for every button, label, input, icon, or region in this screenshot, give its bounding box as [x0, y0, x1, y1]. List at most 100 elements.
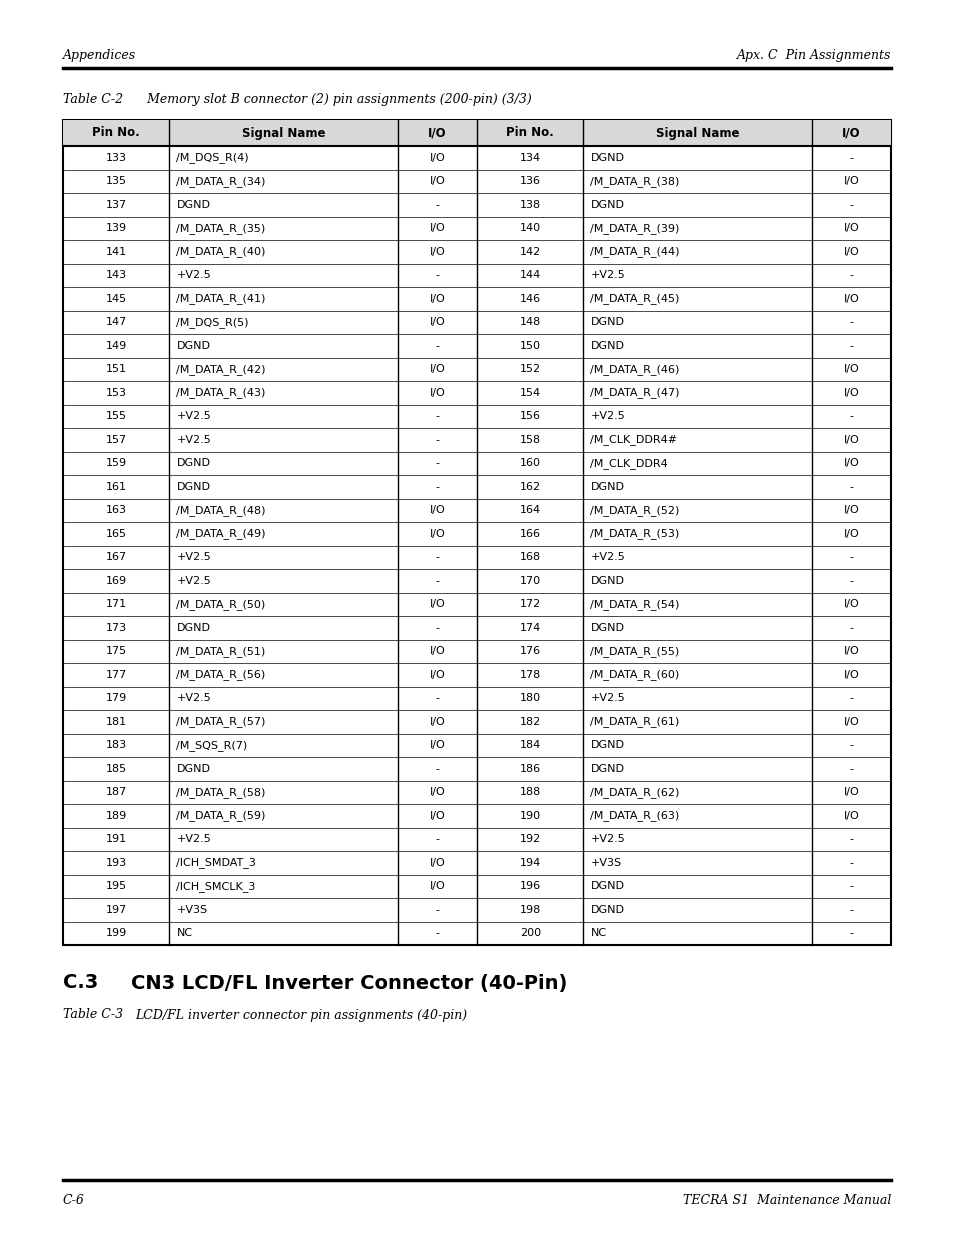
Text: /M_DATA_R_(45): /M_DATA_R_(45): [590, 293, 679, 304]
Text: I/O: I/O: [429, 646, 445, 656]
Text: 175: 175: [106, 646, 127, 656]
Text: 164: 164: [519, 505, 540, 515]
Text: +V2.5: +V2.5: [176, 411, 211, 421]
Text: 141: 141: [106, 247, 127, 257]
Text: I/O: I/O: [429, 858, 445, 868]
Text: 174: 174: [519, 622, 540, 632]
Text: -: -: [849, 905, 853, 915]
Text: C.3: C.3: [63, 973, 98, 993]
Text: /M_DATA_R_(60): /M_DATA_R_(60): [590, 669, 679, 680]
Text: -: -: [849, 622, 853, 632]
Text: I/O: I/O: [429, 716, 445, 726]
Text: 191: 191: [106, 835, 127, 845]
Text: 144: 144: [519, 270, 540, 280]
Text: DGND: DGND: [176, 763, 211, 774]
Text: I/O: I/O: [842, 810, 859, 821]
Text: +V2.5: +V2.5: [590, 270, 624, 280]
Text: /M_DATA_R_(59): /M_DATA_R_(59): [176, 810, 266, 821]
Text: 198: 198: [519, 905, 540, 915]
Text: I/O: I/O: [842, 505, 859, 515]
Text: 148: 148: [519, 317, 540, 327]
Text: I/O: I/O: [429, 669, 445, 679]
Text: NC: NC: [590, 929, 606, 939]
Text: 180: 180: [519, 693, 540, 703]
Text: /M_DATA_R_(39): /M_DATA_R_(39): [590, 222, 679, 233]
Text: I/O: I/O: [842, 646, 859, 656]
Text: -: -: [849, 153, 853, 163]
Text: -: -: [849, 882, 853, 892]
Text: -: -: [436, 341, 439, 351]
Text: DGND: DGND: [590, 905, 624, 915]
Text: 182: 182: [519, 716, 540, 726]
Text: -: -: [436, 576, 439, 585]
Text: -: -: [849, 858, 853, 868]
Text: Signal Name: Signal Name: [656, 126, 739, 140]
Text: I/O: I/O: [429, 505, 445, 515]
Text: 161: 161: [106, 482, 127, 492]
Text: -: -: [849, 929, 853, 939]
Text: I/O: I/O: [429, 740, 445, 750]
Text: 186: 186: [519, 763, 540, 774]
Text: I/O: I/O: [428, 126, 446, 140]
Text: 154: 154: [519, 388, 540, 398]
Text: 195: 195: [106, 882, 127, 892]
Text: 155: 155: [106, 411, 127, 421]
Text: 192: 192: [519, 835, 540, 845]
Text: -: -: [849, 552, 853, 562]
Text: 142: 142: [519, 247, 540, 257]
Text: 181: 181: [106, 716, 127, 726]
Text: 179: 179: [106, 693, 127, 703]
Text: 197: 197: [106, 905, 127, 915]
Text: 159: 159: [106, 458, 127, 468]
Text: -: -: [849, 411, 853, 421]
Text: /M_DQS_R(5): /M_DQS_R(5): [176, 317, 249, 327]
Text: 152: 152: [519, 364, 540, 374]
Text: 187: 187: [106, 787, 127, 798]
Text: DGND: DGND: [590, 763, 624, 774]
Text: DGND: DGND: [590, 740, 624, 750]
Text: -: -: [849, 317, 853, 327]
Text: /M_DATA_R_(49): /M_DATA_R_(49): [176, 529, 266, 540]
Bar: [63, 120, 890, 945]
Text: +V2.5: +V2.5: [176, 435, 211, 445]
Text: DGND: DGND: [590, 576, 624, 585]
Text: I/O: I/O: [429, 882, 445, 892]
Text: -: -: [436, 622, 439, 632]
Text: /M_DATA_R_(63): /M_DATA_R_(63): [590, 810, 679, 821]
Text: Table C-2      Memory slot B connector (2) pin assignments (200-pin) (3/3): Table C-2 Memory slot B connector (2) pi…: [63, 94, 531, 106]
Text: -: -: [436, 270, 439, 280]
Text: I/O: I/O: [842, 529, 859, 538]
Text: -: -: [436, 905, 439, 915]
Text: I/O: I/O: [429, 388, 445, 398]
Text: +V2.5: +V2.5: [176, 693, 211, 703]
Text: 193: 193: [106, 858, 127, 868]
Text: I/O: I/O: [842, 787, 859, 798]
Text: /M_DATA_R_(43): /M_DATA_R_(43): [176, 388, 266, 398]
Text: 146: 146: [519, 294, 540, 304]
Text: LCD/FL inverter connector pin assignments (40-pin): LCD/FL inverter connector pin assignment…: [135, 1009, 467, 1021]
Text: -: -: [849, 200, 853, 210]
Text: -: -: [849, 482, 853, 492]
Text: 184: 184: [519, 740, 540, 750]
Text: 170: 170: [519, 576, 540, 585]
Text: +V2.5: +V2.5: [176, 576, 211, 585]
Text: /M_DATA_R_(44): /M_DATA_R_(44): [590, 246, 679, 257]
Text: TECRA S1  Maintenance Manual: TECRA S1 Maintenance Manual: [682, 1193, 890, 1207]
Text: 189: 189: [106, 810, 127, 821]
Text: I/O: I/O: [842, 388, 859, 398]
Text: +V2.5: +V2.5: [590, 835, 624, 845]
Text: 188: 188: [519, 787, 540, 798]
Text: I/O: I/O: [842, 177, 859, 186]
Text: 163: 163: [106, 505, 127, 515]
Text: /M_DATA_R_(55): /M_DATA_R_(55): [590, 646, 679, 657]
Text: 200: 200: [519, 929, 540, 939]
Text: /M_DATA_R_(35): /M_DATA_R_(35): [176, 222, 266, 233]
Text: 171: 171: [106, 599, 127, 609]
Text: 140: 140: [519, 224, 540, 233]
Text: -: -: [436, 482, 439, 492]
Text: 145: 145: [106, 294, 127, 304]
Text: I/O: I/O: [429, 153, 445, 163]
Text: I/O: I/O: [429, 317, 445, 327]
Text: DGND: DGND: [176, 458, 211, 468]
Text: I/O: I/O: [842, 669, 859, 679]
